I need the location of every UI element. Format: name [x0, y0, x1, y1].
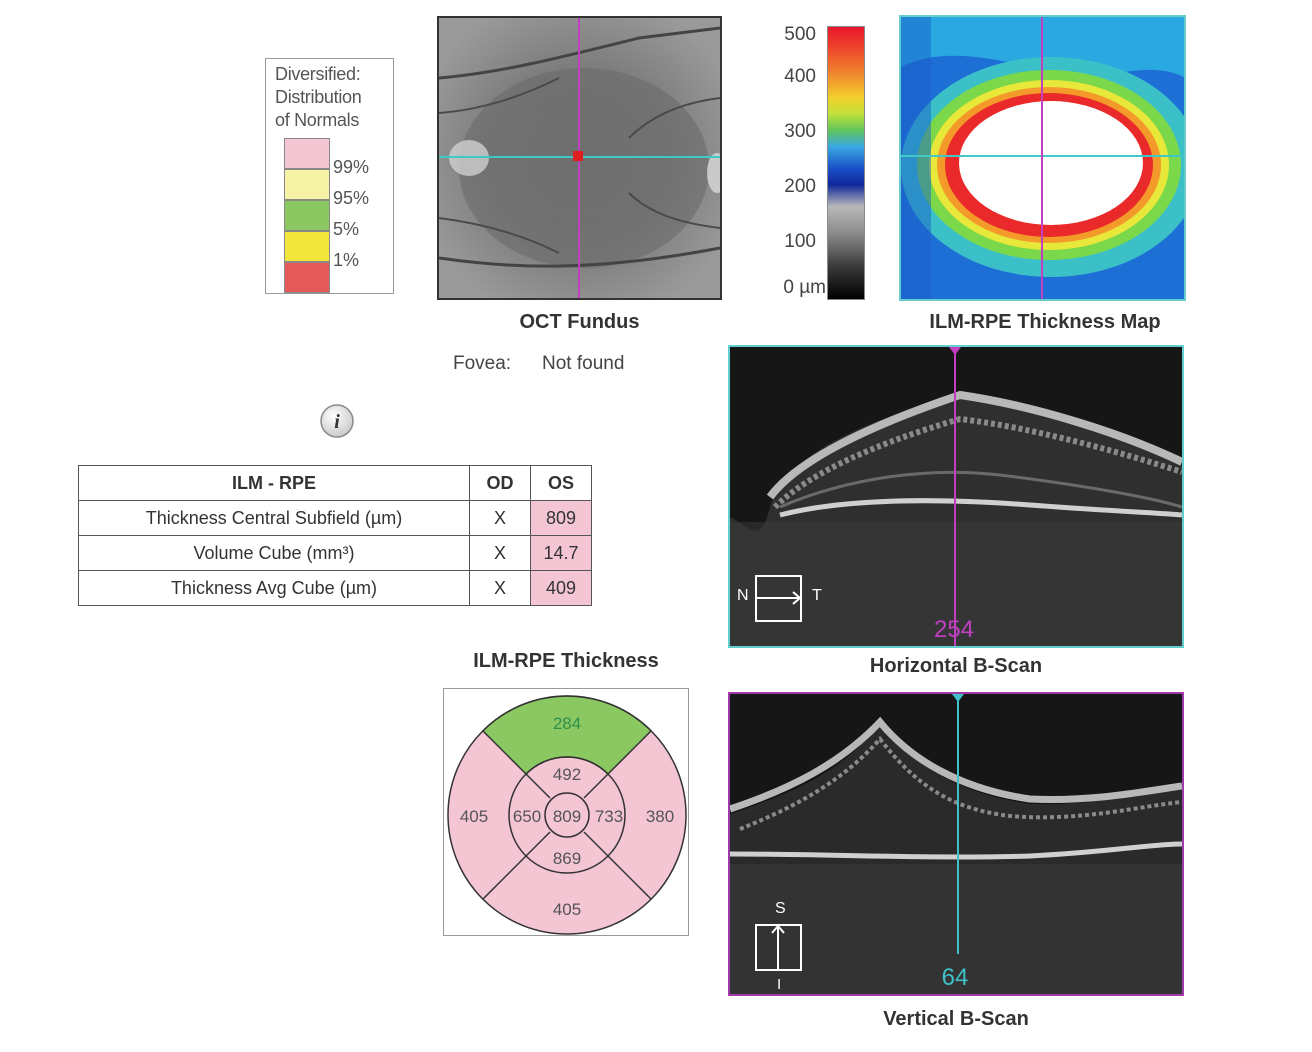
legend-swatch-99	[284, 138, 330, 169]
vscan-bottom-letter: I	[777, 976, 782, 993]
colorbar-label-300: 300	[784, 121, 816, 142]
legend-title-line-2: Distribution	[275, 87, 362, 107]
row-od: X	[469, 570, 531, 606]
table-row: Volume Cube (mm³) X 14.7	[78, 535, 592, 571]
fundus-caption: OCT Fundus	[519, 311, 640, 333]
horizontal-bscan-graphic	[730, 347, 1182, 646]
hscan-right-letter: T	[812, 587, 822, 604]
vscan-caption: Vertical B-Scan	[883, 1008, 1029, 1030]
legend-title-line-3: of Normals	[275, 110, 360, 130]
hscan-slice-number: 254	[933, 616, 975, 643]
thickness-map-image[interactable]	[899, 15, 1186, 301]
center-circle	[544, 792, 590, 838]
legend-label-5: 5%	[333, 219, 360, 239]
table-header-name: ILM - RPE	[78, 465, 470, 501]
hscan-left-letter: N	[737, 587, 749, 604]
oct-fundus-image[interactable]	[437, 16, 722, 300]
row-name: Volume Cube (mm³)	[78, 535, 470, 571]
svg-text:i: i	[334, 411, 340, 433]
sector-inner-inferior: 869	[553, 849, 581, 868]
row-od: X	[469, 500, 531, 536]
legend-title-line-1: Diversified:	[275, 64, 361, 84]
table-header-row: ILM - RPE OD OS	[78, 465, 592, 501]
table-header-os: OS	[530, 465, 592, 501]
row-os: 809	[530, 500, 592, 536]
legend-label-1: 1%	[333, 250, 360, 270]
sector-center: 809	[553, 807, 581, 826]
row-name: Thickness Central Subfield (µm)	[78, 500, 470, 536]
fundus-graphic	[439, 18, 720, 298]
colorbar-label-100: 100	[784, 231, 816, 252]
sector-outer-inferior: 405	[553, 900, 581, 919]
vertical-bscan-image[interactable]	[728, 692, 1184, 996]
sector-outer-superior: 284	[553, 714, 581, 733]
sector-title: ILM-RPE Thickness	[473, 650, 659, 672]
fovea-label: Fovea:	[453, 353, 512, 374]
colorbar-label-0: 0 µm	[783, 277, 826, 298]
legend-swatch-5	[284, 200, 330, 231]
thickness-map-caption: ILM-RPE Thickness Map	[929, 311, 1161, 333]
vscan-top-letter: S	[775, 900, 786, 917]
vertical-bscan-graphic	[730, 694, 1182, 994]
thickness-colorbar	[827, 26, 865, 300]
vscan-slice-number: 64	[941, 964, 969, 991]
row-od: X	[469, 535, 531, 571]
thickness-map-graphic	[901, 17, 1184, 299]
legend-title: Diversified: Distribution of Normals	[275, 63, 390, 132]
fovea-value: Not found	[542, 353, 625, 374]
sector-outer-temporal: 380	[646, 807, 674, 826]
row-os: 409	[530, 570, 592, 606]
sector-inner-nasal: 650	[513, 807, 541, 826]
sector-outer-nasal: 405	[460, 807, 488, 826]
info-icon[interactable]: i	[319, 403, 355, 439]
sector-inner-superior: 492	[553, 765, 581, 784]
legend-swatch-below-1	[284, 262, 330, 293]
inner-ring	[508, 756, 626, 874]
horizontal-bscan-image[interactable]	[728, 345, 1184, 648]
colorbar-label-400: 400	[784, 66, 816, 87]
row-os: 14.7	[530, 535, 592, 571]
table-header-od: OD	[469, 465, 531, 501]
colorbar-label-500: 500	[784, 24, 816, 45]
legend-label-95: 95%	[333, 188, 370, 208]
table-row: Thickness Central Subfield (µm) X 809	[78, 500, 592, 536]
ilm-rpe-metrics-table: ILM - RPE OD OS Thickness Central Subfie…	[78, 465, 592, 606]
colorbar-label-200: 200	[784, 176, 816, 197]
thickness-sector-chart[interactable]: 284 405 380 405 492 650 733 869 809	[443, 688, 689, 936]
sector-inner-temporal: 733	[595, 807, 623, 826]
row-name: Thickness Avg Cube (µm)	[78, 570, 470, 606]
legend-label-99: 99%	[333, 157, 370, 177]
hscan-caption: Horizontal B-Scan	[869, 655, 1043, 677]
legend-swatch-95	[284, 169, 330, 200]
legend-swatch-1	[284, 231, 330, 262]
table-row: Thickness Avg Cube (µm) X 409	[78, 570, 592, 606]
